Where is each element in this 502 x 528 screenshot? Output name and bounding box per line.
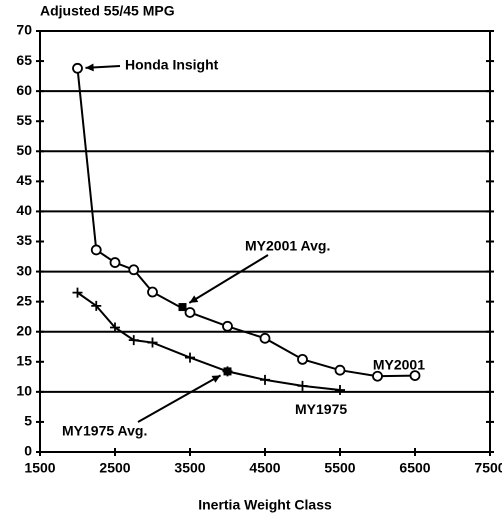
series-label: MY1975 — [295, 401, 347, 417]
chart-title: Adjusted 55/45 MPG — [40, 3, 175, 19]
marker — [90, 244, 102, 256]
marker — [222, 320, 233, 332]
y-tick-label: 30 — [16, 262, 32, 278]
y-tick-label: 60 — [16, 82, 32, 98]
marker — [409, 370, 421, 382]
y-tick-label: 20 — [16, 322, 32, 338]
y-tick-label: 25 — [16, 292, 32, 308]
arrow-head — [189, 295, 199, 303]
average-marker — [178, 303, 187, 312]
marker — [184, 307, 196, 318]
x-tick-label: 5500 — [324, 460, 355, 476]
arrow-head — [211, 375, 221, 383]
y-tick-label: 65 — [16, 52, 32, 68]
y-tick-label: 50 — [16, 142, 32, 158]
y-tick-label: 45 — [16, 172, 32, 188]
marker — [110, 322, 120, 333]
y-tick-label: 10 — [16, 383, 32, 399]
arrow-head — [85, 63, 94, 72]
annotation: Honda Insight — [125, 57, 219, 73]
marker — [297, 353, 308, 365]
y-tick-label: 35 — [16, 232, 32, 248]
marker — [372, 370, 383, 382]
marker — [297, 380, 308, 391]
marker — [72, 287, 83, 298]
x-tick-label: 4500 — [249, 460, 280, 476]
annotation: MY1975 Avg. — [62, 423, 147, 439]
y-tick-label: 5 — [24, 413, 32, 429]
annotation: MY2001 Avg. — [245, 238, 330, 254]
x-tick-label: 3500 — [174, 460, 205, 476]
y-tick-label: 40 — [16, 202, 32, 218]
marker — [128, 335, 139, 346]
marker — [147, 337, 158, 348]
arrow — [137, 374, 222, 423]
average-marker — [223, 367, 232, 376]
marker — [109, 257, 121, 268]
arrow — [188, 254, 269, 304]
x-tick-label: 7500 — [474, 460, 502, 476]
marker — [91, 300, 102, 311]
y-tick-label: 55 — [16, 112, 32, 128]
marker — [260, 374, 270, 385]
series-label: MY2001 — [373, 356, 425, 372]
x-axis-label: Inertia Weight Class — [198, 497, 332, 513]
x-tick-label: 6500 — [399, 460, 430, 476]
x-tick-label: 2500 — [99, 460, 130, 476]
series-line — [76, 291, 341, 392]
marker — [72, 62, 83, 74]
y-tick-label: 0 — [24, 443, 32, 459]
marker — [185, 352, 195, 363]
series-line — [76, 68, 416, 378]
marker — [147, 286, 158, 298]
marker — [128, 264, 140, 276]
y-tick-label: 70 — [16, 22, 32, 38]
y-tick-label: 15 — [16, 352, 32, 368]
marker — [334, 364, 346, 376]
marker — [335, 385, 345, 396]
marker — [259, 332, 271, 344]
x-tick-label: 1500 — [24, 460, 55, 476]
